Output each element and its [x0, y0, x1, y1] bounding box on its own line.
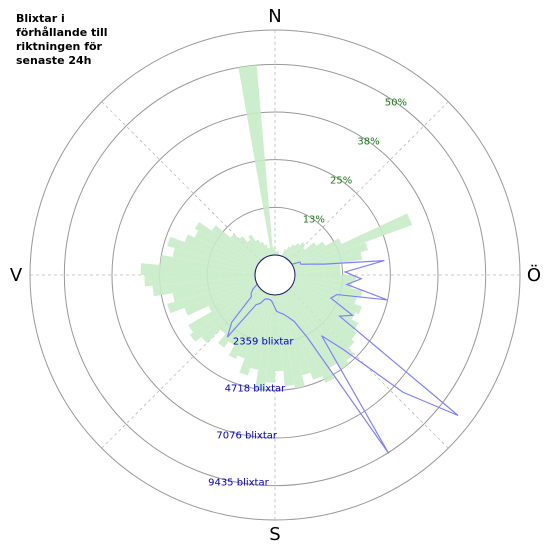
- bar: [189, 286, 260, 342]
- r2-tick-label: 4718 blixtar: [225, 384, 286, 395]
- bar: [184, 281, 257, 316]
- grid-circle: [63, 63, 487, 487]
- bar: [238, 65, 274, 256]
- bar: [283, 246, 291, 258]
- bar: [294, 275, 357, 283]
- r-tick-label: 50%: [385, 97, 407, 108]
- bar: [293, 242, 368, 270]
- bar: [184, 234, 257, 269]
- bar: [287, 289, 354, 361]
- bar: [172, 278, 256, 302]
- bar: [247, 239, 264, 260]
- bar: [275, 251, 278, 256]
- r-tick-label: 38%: [357, 136, 379, 147]
- bar: [281, 293, 323, 380]
- bar: [294, 263, 341, 274]
- bar: [286, 242, 301, 260]
- bar: [293, 280, 357, 305]
- bar: [289, 247, 305, 263]
- bar: [255, 239, 267, 258]
- bar: [293, 281, 362, 315]
- bar: [265, 294, 275, 383]
- bar: [140, 263, 256, 275]
- bar: [276, 294, 295, 387]
- bar: [160, 254, 256, 274]
- center-hole: [254, 254, 296, 296]
- bar: [272, 247, 275, 256]
- bar: [267, 247, 272, 256]
- bar: [294, 276, 352, 289]
- bar: [294, 278, 363, 298]
- bar: [194, 221, 259, 265]
- r2-tick-label: 7076 blixtar: [216, 431, 277, 442]
- bar: [264, 244, 270, 257]
- bar: [290, 286, 357, 340]
- bar: [289, 287, 355, 349]
- bar: [248, 234, 265, 259]
- spoke: [288, 101, 449, 262]
- bar: [293, 213, 413, 269]
- bar: [285, 291, 337, 369]
- direction-label: Ö: [527, 264, 541, 286]
- bar: [250, 294, 272, 370]
- r2-tick-label: 9435 blixtar: [208, 477, 269, 488]
- bar: [292, 283, 356, 320]
- bar: [218, 290, 264, 348]
- bar: [291, 285, 359, 331]
- bar: [292, 238, 342, 267]
- bar: [290, 242, 317, 264]
- bar: [188, 285, 259, 333]
- bar: [208, 283, 258, 312]
- bar: [285, 244, 296, 259]
- bar: [294, 269, 341, 275]
- bar: [230, 233, 261, 263]
- bar: [228, 292, 267, 359]
- direction-label: S: [269, 524, 280, 545]
- bar: [172, 248, 256, 272]
- chart-title: Blixtar i förhållande till riktningen fö…: [16, 12, 108, 67]
- bar: [281, 249, 287, 257]
- bar: [254, 294, 274, 390]
- r-tick-label: 13%: [303, 215, 325, 226]
- bar: [278, 294, 305, 389]
- bar: [286, 290, 350, 370]
- bar: [201, 287, 261, 344]
- bar: [167, 280, 257, 314]
- grid-circle: [111, 111, 439, 439]
- direction-label: N: [268, 6, 281, 27]
- bar: [294, 252, 363, 272]
- bar: [167, 236, 257, 270]
- bar: [237, 293, 269, 359]
- bar: [283, 292, 335, 383]
- bar: [280, 293, 311, 376]
- bar: [291, 241, 326, 265]
- bar: [260, 241, 269, 257]
- bar: [276, 251, 280, 256]
- bar: [144, 275, 256, 287]
- bar: [239, 293, 270, 376]
- bar: [239, 236, 263, 261]
- bar: [220, 289, 263, 335]
- bar: [287, 242, 306, 261]
- bar: [211, 225, 260, 264]
- bar: [152, 276, 256, 297]
- direction-label: V: [10, 265, 23, 286]
- bar: [194, 230, 258, 267]
- r-tick-label: 25%: [330, 176, 352, 187]
- r2-tick-label: 2359 blixtar: [233, 337, 294, 348]
- bar: [275, 294, 284, 372]
